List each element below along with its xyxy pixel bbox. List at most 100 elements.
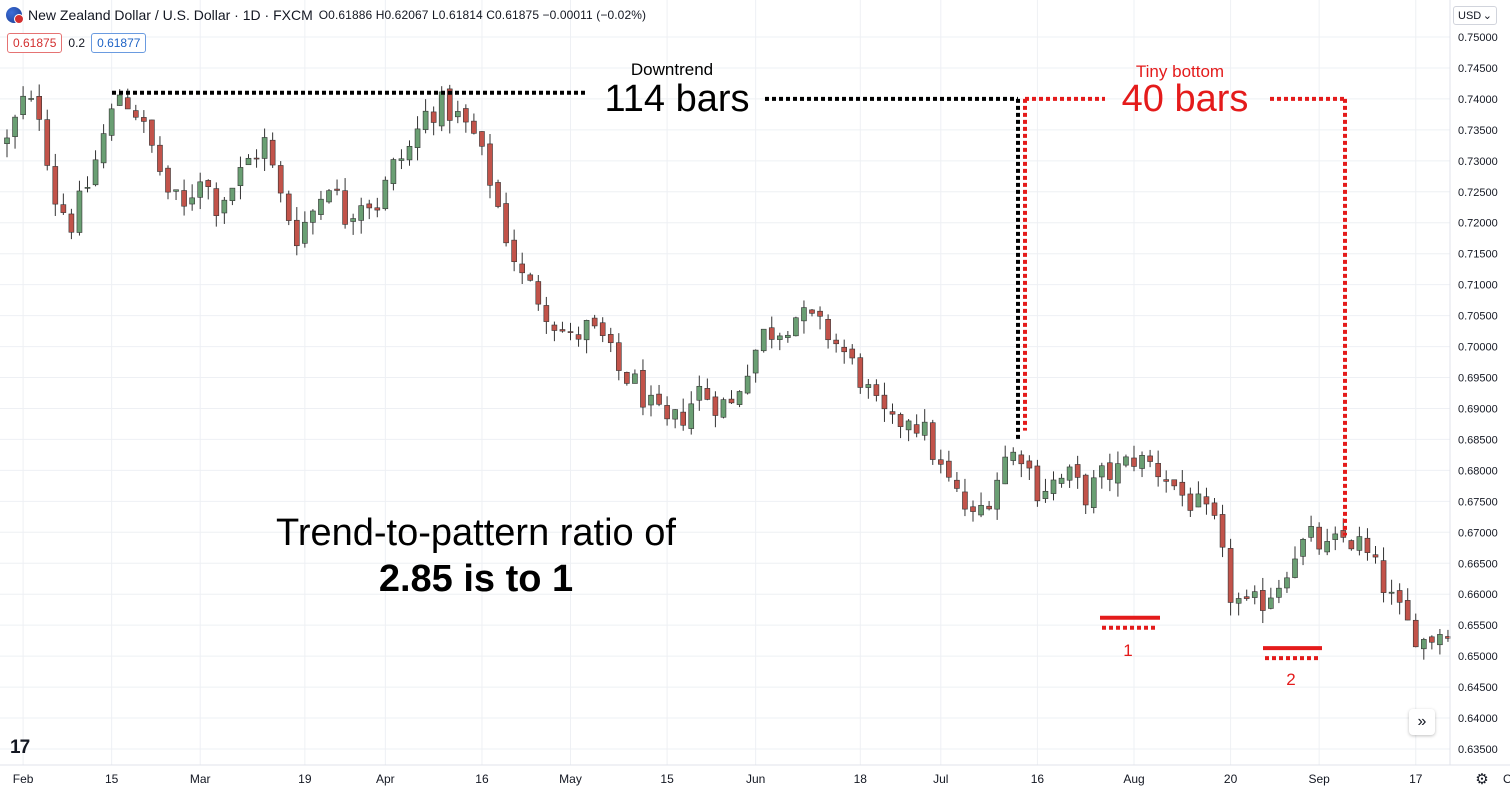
candle — [776, 332, 783, 351]
candle — [1348, 539, 1355, 551]
candle — [1219, 504, 1226, 558]
candle-body — [430, 111, 437, 123]
candle-body — [1235, 598, 1242, 604]
spread-value: 0.2 — [68, 36, 86, 50]
candle-body — [833, 339, 839, 345]
candle — [100, 124, 107, 169]
candle — [229, 187, 236, 206]
candle-body — [768, 327, 775, 340]
candle — [1211, 498, 1218, 520]
bottom-bars-label: 40 bars — [1122, 78, 1249, 120]
candle-body — [736, 391, 743, 405]
candle — [937, 449, 944, 474]
sell-button[interactable]: 0.61875 — [7, 33, 63, 53]
candle-body — [1171, 479, 1178, 487]
candle — [334, 179, 340, 196]
candle-body — [1082, 474, 1089, 506]
chevron-right-icon[interactable]: » — [1409, 709, 1435, 735]
candle — [237, 156, 244, 200]
candlestick-series — [4, 84, 1451, 660]
chevron-down-icon: ⌄ — [1482, 10, 1492, 22]
candle — [1155, 450, 1161, 487]
gear-icon[interactable]: ⚙ — [1475, 771, 1489, 788]
candle — [366, 199, 373, 220]
candle — [253, 149, 260, 168]
candle — [607, 327, 614, 353]
candle-body — [728, 398, 735, 404]
candle-body — [189, 197, 195, 205]
candle — [841, 339, 848, 364]
candle-body — [165, 167, 171, 193]
candle-body — [1388, 591, 1395, 594]
candle — [189, 184, 195, 211]
candle — [463, 104, 469, 133]
candle-body — [100, 133, 107, 164]
candle-body — [1429, 636, 1435, 643]
price-tick-label: 0.72000 — [1458, 218, 1498, 230]
price-tick-label: 0.71500 — [1458, 249, 1498, 261]
candle-body — [905, 420, 912, 431]
candle — [141, 110, 147, 133]
price-tick-label: 0.74500 — [1458, 63, 1498, 75]
candle — [261, 128, 268, 171]
candle-body — [1026, 460, 1033, 469]
candle-body — [615, 342, 622, 371]
price-tick-label: 0.67500 — [1458, 496, 1498, 508]
candle-body — [173, 189, 179, 192]
candle-body — [52, 166, 59, 205]
candle-body — [937, 459, 944, 465]
candle-body — [591, 317, 598, 327]
candle — [640, 359, 646, 416]
candle-body — [1195, 493, 1202, 508]
candle — [471, 113, 477, 135]
candle-body — [720, 399, 727, 418]
candle-body — [1058, 477, 1065, 484]
candle-body — [479, 131, 485, 147]
currency-selector[interactable]: USD ⌄ — [1453, 6, 1497, 25]
buy-button[interactable]: 0.61877 — [91, 33, 147, 53]
chart-header: New Zealand Dollar / U.S. Dollar · 1D · … — [6, 7, 646, 24]
time-axis[interactable]: Feb 15 Mar 19 Apr 16 May 15 Jun 18 Jul 16 Aug 20 Sep 17… — [13, 772, 1510, 786]
candle-body — [245, 157, 252, 166]
candle — [551, 321, 558, 342]
candle — [285, 190, 292, 226]
candle-body — [213, 188, 220, 216]
candle — [1372, 546, 1379, 564]
candle-body — [559, 329, 566, 332]
candle — [1227, 538, 1234, 616]
candle — [567, 322, 574, 341]
candle — [978, 492, 984, 518]
candle — [817, 306, 823, 330]
candle — [1090, 470, 1097, 514]
candle — [1179, 470, 1186, 507]
candle-body — [76, 190, 83, 233]
candle — [672, 409, 678, 429]
candle — [479, 131, 485, 156]
candle — [889, 403, 896, 424]
candle-body — [1412, 619, 1419, 648]
tradingview-logo[interactable]: 17 — [10, 737, 30, 758]
candle-body — [881, 394, 888, 410]
candle-body — [857, 357, 864, 388]
tiny-bottom-label: Tiny bottom — [1136, 62, 1224, 81]
candle — [12, 114, 18, 149]
candle — [760, 328, 767, 353]
candle-body — [607, 334, 614, 344]
candle — [406, 140, 413, 166]
candle-body — [1268, 597, 1274, 609]
candle-body — [1147, 455, 1153, 462]
candle — [648, 385, 654, 417]
candle — [92, 150, 99, 187]
candle-body — [841, 346, 848, 353]
candle-body — [1042, 490, 1049, 499]
candle-body — [1123, 456, 1129, 466]
candle — [1316, 522, 1322, 555]
price-axis[interactable]: 0.75000 0.74500 0.74000 0.73500 0.73000 0.725… — [1458, 32, 1498, 756]
candle — [881, 382, 888, 422]
candle — [173, 189, 179, 201]
candle — [326, 188, 332, 204]
candle — [205, 179, 212, 200]
candle — [495, 179, 501, 209]
symbol-title[interactable]: New Zealand Dollar / U.S. Dollar · 1D · … — [28, 7, 313, 23]
